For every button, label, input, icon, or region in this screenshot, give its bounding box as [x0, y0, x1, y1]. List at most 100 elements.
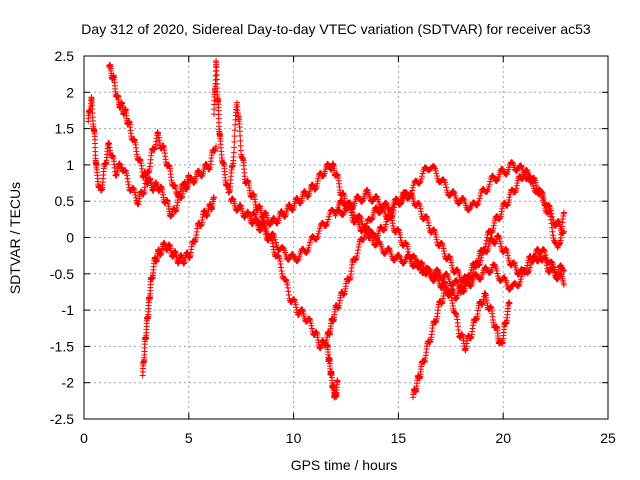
data-point: [418, 173, 425, 180]
data-point: [474, 201, 481, 208]
data-point: [122, 167, 129, 174]
data-point: [231, 139, 238, 146]
data-point: [294, 196, 301, 203]
data-point: [497, 240, 504, 247]
data-point: [282, 213, 289, 220]
data-point: [271, 216, 278, 223]
data-point: [383, 200, 390, 207]
data-point: [277, 261, 284, 268]
data-point: [466, 205, 473, 212]
data-point: [325, 216, 332, 223]
data-point: [446, 253, 453, 260]
data-point: [274, 220, 281, 227]
data-point: [423, 213, 430, 220]
data-point: [270, 231, 277, 238]
data-point: [396, 252, 403, 259]
data-point: [123, 172, 130, 179]
data-point: [539, 194, 546, 201]
data-point: [284, 284, 291, 291]
data-point: [185, 172, 192, 179]
series-track-b: [106, 61, 192, 220]
data-point: [535, 257, 542, 264]
data-point: [287, 203, 294, 210]
data-point: [505, 196, 512, 203]
data-point: [408, 190, 415, 197]
data-point: [307, 320, 314, 327]
data-point: [495, 232, 502, 239]
y-tick-labels: -2.5 -2 -1.5 -1 -0.5 0 0.5 1 1.5 2 2.5: [50, 48, 74, 427]
data-point: [536, 186, 543, 193]
data-point: [339, 199, 346, 206]
data-point: [560, 281, 567, 288]
data-point: [398, 200, 405, 207]
data-point: [339, 198, 346, 205]
data-point: [504, 202, 511, 209]
data-point: [316, 227, 323, 234]
data-point: [260, 217, 267, 224]
data-point: [440, 176, 447, 183]
data-point: [355, 243, 362, 250]
data-point: [354, 252, 361, 259]
data-point: [533, 182, 540, 189]
data-point: [433, 233, 440, 240]
y-tick-label: -2.5: [50, 411, 74, 427]
data-point: [363, 222, 370, 229]
x-axis-label: GPS time / hours: [291, 457, 398, 473]
data-point: [269, 240, 276, 247]
data-point: [231, 144, 238, 151]
data-point: [132, 192, 139, 199]
data-point: [359, 220, 366, 227]
data-point: [549, 213, 556, 220]
data-point: [336, 207, 343, 214]
data-point: [337, 208, 344, 215]
data-point: [491, 219, 498, 226]
data-point: [513, 182, 520, 189]
data-point: [498, 211, 505, 218]
data-point: [313, 236, 320, 243]
data-point: [433, 236, 440, 243]
data-point: [474, 272, 480, 279]
data-point: [285, 288, 292, 295]
data-point: [424, 265, 431, 272]
data-point: [470, 266, 477, 273]
data-point: [549, 232, 556, 239]
x-tick-label: 25: [600, 430, 616, 446]
data-point: [270, 243, 277, 250]
data-point: [555, 218, 562, 225]
data-point: [490, 225, 497, 232]
data-point: [404, 245, 411, 252]
data-point: [553, 222, 560, 229]
data-point: [527, 264, 534, 271]
axis-ticks: [83, 55, 609, 420]
data-point: [276, 258, 283, 265]
data-point: [272, 236, 279, 243]
data-point: [485, 183, 492, 190]
chart-title: Day 312 of 2020, Sidereal Day-to-day VTE…: [81, 21, 591, 37]
data-point: [493, 267, 500, 274]
data-point: [548, 224, 555, 231]
data-point: [511, 259, 518, 266]
data-point: [485, 245, 492, 252]
data-point: [542, 252, 549, 259]
data-point: [560, 228, 567, 235]
data-point: [397, 234, 404, 241]
data-point: [349, 205, 356, 212]
data-point: [352, 256, 359, 263]
x-tick-label: 10: [286, 430, 302, 446]
data-point: [213, 143, 220, 150]
data-point: [506, 300, 513, 307]
data-point: [389, 217, 396, 224]
data-point: [392, 256, 399, 263]
data-point: [272, 239, 279, 246]
data-point: [358, 218, 365, 225]
data-point: [443, 184, 450, 191]
data-point: [549, 216, 556, 223]
data-point: [558, 264, 565, 271]
data-point: [132, 194, 139, 201]
data-point: [501, 274, 508, 281]
data-point: [269, 237, 276, 244]
data-point: [245, 209, 252, 216]
data-point: [284, 281, 291, 288]
data-point: [415, 258, 422, 265]
data-point: [314, 178, 321, 185]
